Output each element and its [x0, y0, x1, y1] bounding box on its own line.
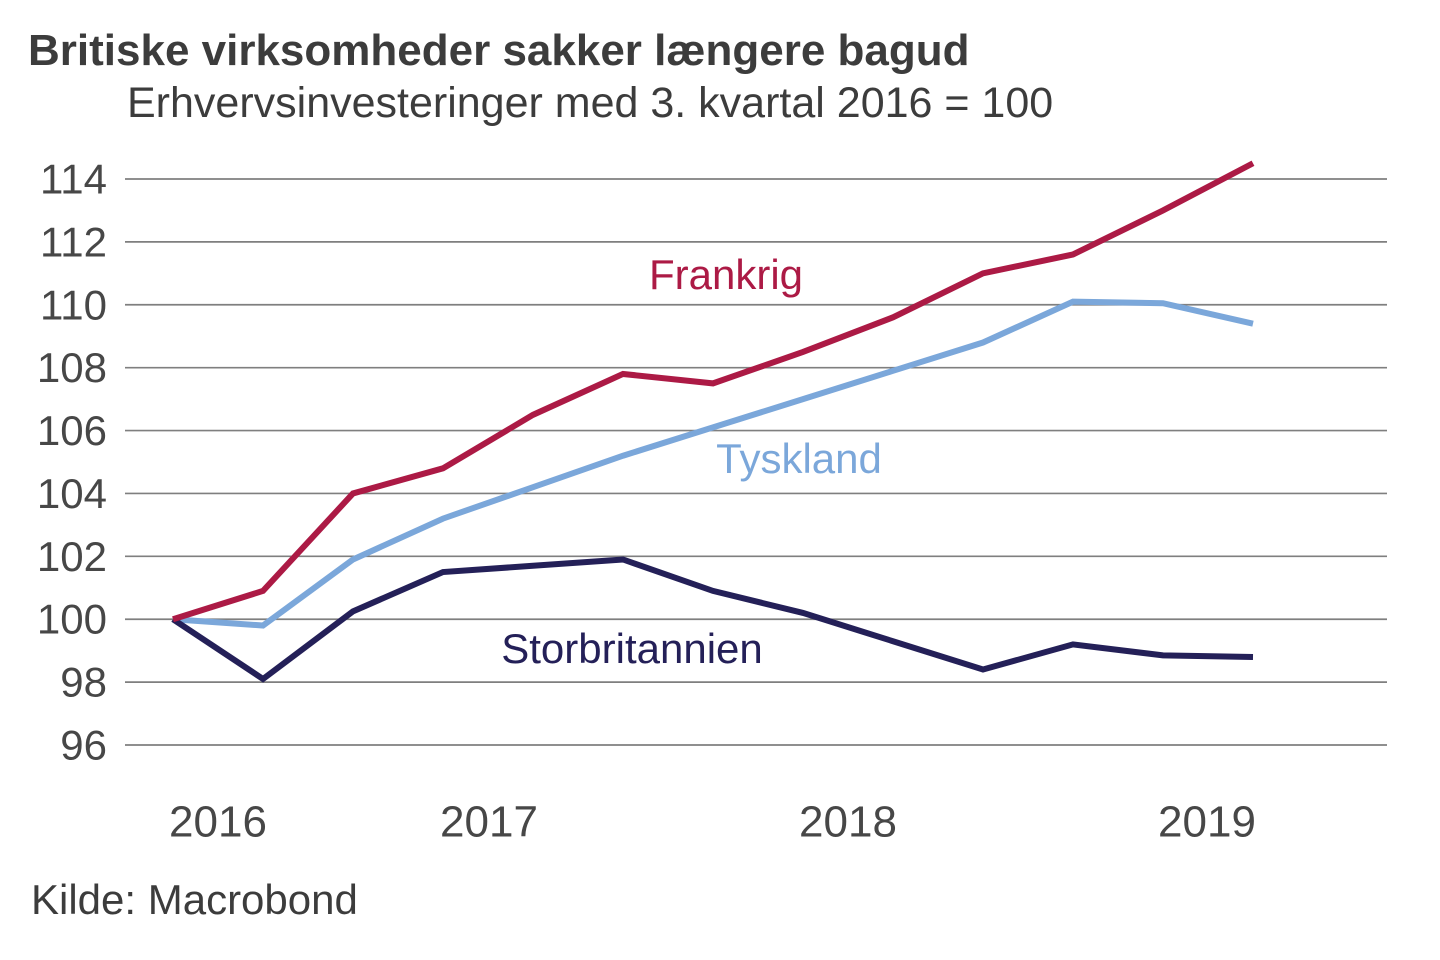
y-axis-tick-label-98: 98 — [60, 659, 107, 706]
chart-title: Britiske virksomheder sakker længere bag… — [28, 26, 970, 75]
series-label-frankrig: Frankrig — [648, 251, 804, 298]
y-axis-tick-label-100: 100 — [37, 596, 107, 643]
chart-subtitle: Erhvervsinvesteringer med 3. kvartal 201… — [127, 79, 1054, 127]
x-axis-tick-label-2017: 2017 — [440, 798, 538, 847]
y-axis-tick-label-114: 114 — [40, 156, 107, 203]
y-axis-tick-label-102: 102 — [37, 533, 107, 580]
y-axis-tick-label-112: 112 — [40, 218, 107, 265]
x-axis-tick-label-2018: 2018 — [799, 798, 897, 847]
series-line-frankrig — [172, 160, 1255, 623]
y-axis-tick-label-96: 96 — [60, 722, 107, 769]
y-axis-tick-label-104: 104 — [37, 470, 107, 517]
y-axis-tick-label-106: 106 — [37, 407, 107, 454]
y-axis-tick-label-108: 108 — [37, 344, 107, 391]
series-line-storbritannien — [171, 556, 1254, 683]
x-axis-tick-label-2016: 2016 — [169, 798, 267, 847]
source-label: Kilde: Macrobond — [31, 876, 358, 923]
series-label-storbritannien: Storbritannien — [501, 625, 763, 672]
y-axis-tick-label-110: 110 — [40, 281, 107, 328]
series-line-tyskland — [172, 298, 1254, 629]
series-label-tyskland: Tyskland — [716, 435, 882, 482]
x-axis-tick-label-2019: 2019 — [1158, 798, 1256, 847]
